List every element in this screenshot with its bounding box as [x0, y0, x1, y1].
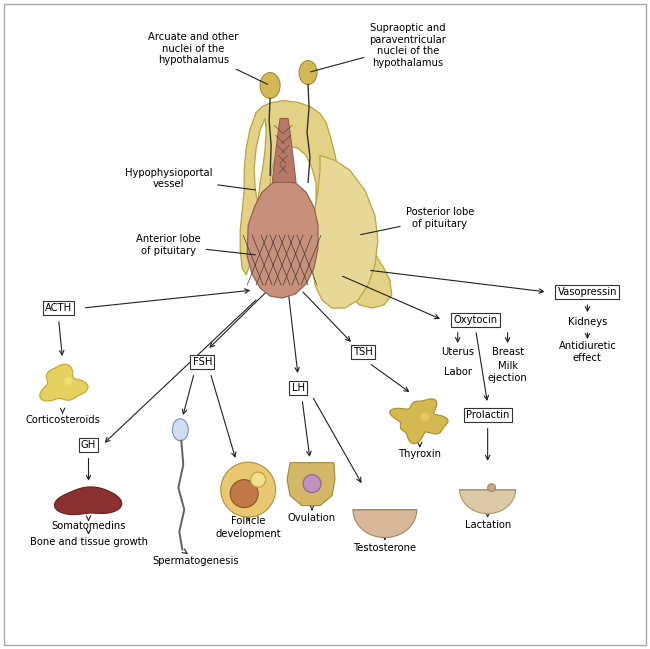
Text: Thyroxin: Thyroxin [398, 448, 441, 459]
Polygon shape [460, 489, 515, 513]
Text: Bone and tissue growth: Bone and tissue growth [29, 537, 148, 546]
Polygon shape [64, 377, 73, 385]
Ellipse shape [488, 484, 496, 492]
Ellipse shape [260, 73, 280, 99]
Text: ACTH: ACTH [45, 303, 72, 313]
Text: Kidneys: Kidneys [567, 317, 607, 327]
Text: Follicle
development: Follicle development [215, 517, 281, 539]
Ellipse shape [172, 419, 188, 441]
Text: Lactation: Lactation [465, 520, 511, 530]
Polygon shape [312, 155, 378, 308]
Ellipse shape [221, 462, 276, 517]
Polygon shape [240, 101, 392, 308]
Text: Anterior lobe
of pituitary: Anterior lobe of pituitary [136, 234, 255, 256]
Text: Oxytocin: Oxytocin [454, 315, 498, 325]
Text: Prolactin: Prolactin [466, 410, 510, 420]
Ellipse shape [303, 474, 321, 493]
Polygon shape [55, 487, 122, 515]
Text: Testosterone: Testosterone [354, 543, 417, 552]
Text: Somatomedins: Somatomedins [51, 520, 125, 531]
Text: Labor: Labor [444, 367, 472, 377]
Text: Arcuate and other
nuclei of the
hypothalamus: Arcuate and other nuclei of the hypothal… [148, 32, 268, 84]
Text: Uterus: Uterus [441, 347, 474, 357]
Text: Corticosteroids: Corticosteroids [25, 415, 100, 425]
Polygon shape [390, 399, 448, 444]
Text: FSH: FSH [192, 357, 212, 367]
Polygon shape [40, 364, 88, 401]
Polygon shape [421, 412, 429, 421]
Text: Vasopressin: Vasopressin [558, 287, 618, 297]
Ellipse shape [230, 480, 258, 508]
Ellipse shape [251, 472, 266, 487]
Text: Milk
ejection: Milk ejection [488, 361, 528, 383]
Polygon shape [287, 463, 335, 506]
Ellipse shape [299, 60, 317, 84]
Text: Ovulation: Ovulation [288, 513, 336, 522]
Text: Posterior lobe
of pituitary: Posterior lobe of pituitary [361, 208, 474, 235]
Text: TSH: TSH [353, 347, 373, 357]
Text: Hypophysioportal
vessel: Hypophysioportal vessel [125, 167, 255, 190]
Polygon shape [353, 509, 417, 537]
Text: Breast: Breast [491, 347, 524, 357]
Polygon shape [272, 118, 296, 182]
Text: LH: LH [292, 383, 305, 393]
Text: Supraoptic and
paraventricular
nuclei of the
hypothalamus: Supraoptic and paraventricular nuclei of… [311, 23, 447, 72]
Text: GH: GH [81, 440, 96, 450]
Polygon shape [247, 180, 318, 298]
Text: Antidiuretic
effect: Antidiuretic effect [558, 341, 616, 363]
Text: Spermatogenesis: Spermatogenesis [152, 556, 239, 567]
